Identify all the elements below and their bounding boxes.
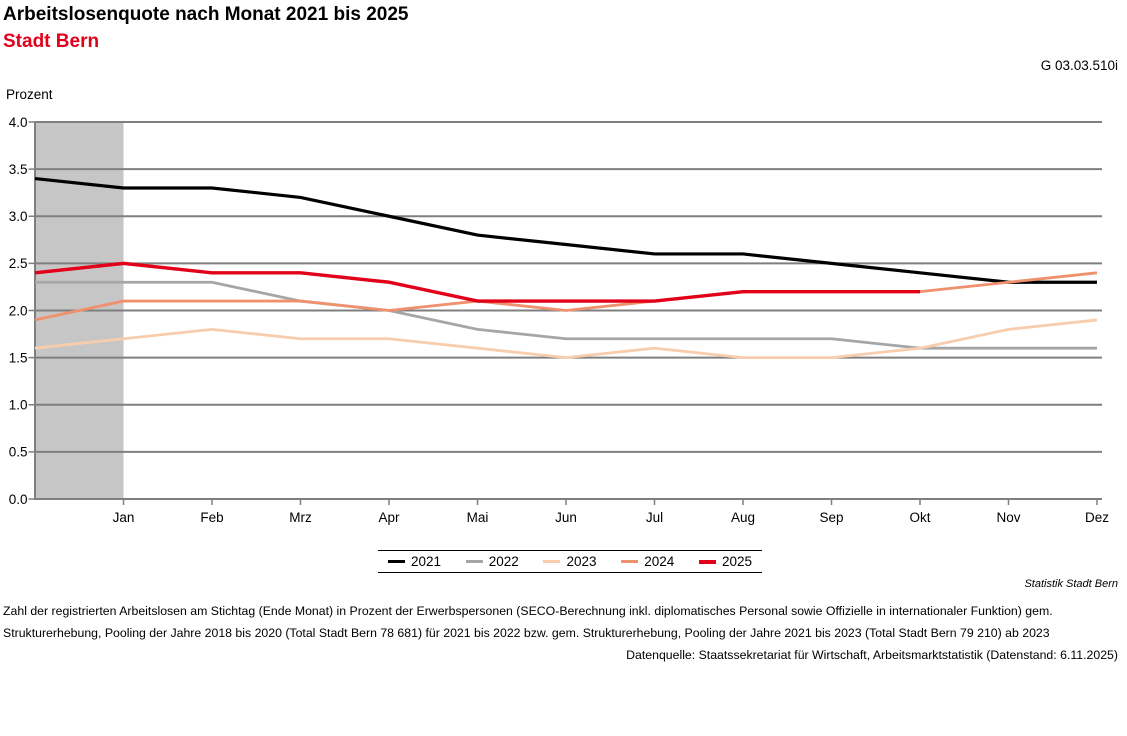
legend-label-2024: 2024 (644, 554, 675, 569)
series-line-2025 (34, 261, 920, 303)
y-tick-label: 3.5 (9, 162, 28, 177)
legend-item-2021: 2021 (388, 554, 441, 569)
legend-label-2022: 2022 (488, 554, 519, 569)
x-tick-label: Dez (1085, 510, 1109, 525)
x-tick-label: Aug (731, 510, 755, 525)
legend-label-2021: 2021 (411, 554, 442, 569)
legend-swatch-2021 (388, 559, 405, 564)
x-tick-label: Mrz (289, 510, 312, 525)
legend-item-2024: 2024 (621, 554, 674, 569)
x-tick-label: Jul (646, 510, 663, 525)
chart-title: Arbeitslosenquote nach Monat 2021 bis 20… (3, 4, 409, 25)
y-tick-label: 3.0 (9, 209, 28, 224)
series-line-2022 (35, 280, 1097, 350)
legend-swatch-2022 (465, 560, 483, 563)
legend-swatch-2023 (543, 560, 561, 563)
y-axis-title: Prozent (6, 87, 53, 102)
legend-item-2023: 2023 (543, 554, 597, 569)
y-tick-label: 1.0 (9, 398, 28, 413)
data-source: Datenquelle: Staatssekretariat für Wirts… (626, 648, 1118, 662)
footnote: Zahl der registrierten Arbeitslosen am S… (3, 601, 1123, 644)
footnote-line-1: Zahl der registrierten Arbeitslosen am S… (3, 604, 1053, 618)
footnote-line-2: Strukturerhebung, Pooling der Jahre 2018… (3, 625, 1050, 640)
x-tick-label: Jun (555, 510, 577, 525)
y-tick-label: 2.0 (9, 303, 28, 318)
x-tick-label: Okt (909, 510, 930, 525)
x-tick-label: Nov (996, 510, 1020, 525)
chart-svg: 0.0 0.5 1.0 1.5 2.0 2.5 3.0 3.5 4.0 Jan Feb Mrz Apr M… (9, 115, 1110, 525)
legend-swatch-2025 (698, 559, 716, 564)
series-line-2024 (34, 271, 1098, 322)
chart-subtitle: Stadt Bern (3, 31, 100, 52)
x-tick-label: Sep (819, 510, 843, 525)
x-tick-label: Apr (378, 510, 400, 525)
y-tick-label: 0.5 (9, 445, 28, 460)
x-tick-label: Jan (113, 510, 135, 525)
legend-swatch-2024 (621, 560, 639, 563)
chart-legend: 2021 2022 2023 2024 2025 (378, 550, 762, 573)
series-line-2023 (34, 318, 1098, 360)
legend-label-2023: 2023 (566, 554, 597, 569)
legend-label-2025: 2025 (721, 554, 752, 569)
legend-item-2025: 2025 (698, 554, 752, 569)
series-line-2021 (34, 176, 1097, 284)
y-tick-label: 4.0 (9, 115, 28, 130)
attribution: Statistik Stadt Bern (1024, 578, 1118, 590)
x-tick-label: Feb (200, 510, 223, 525)
figure-id: G 03.03.510i (1040, 58, 1118, 73)
legend-item-2022: 2022 (465, 554, 519, 569)
y-tick-label: 1.5 (9, 350, 28, 365)
y-tick-label: 2.5 (9, 256, 28, 271)
x-tick-label: Mai (467, 510, 489, 525)
y-tick-label: 0.0 (9, 492, 28, 507)
